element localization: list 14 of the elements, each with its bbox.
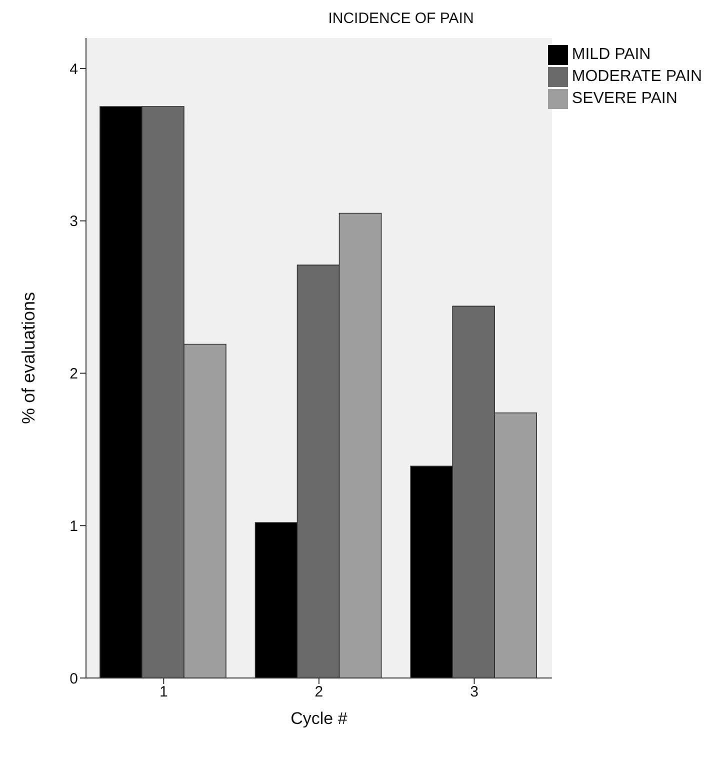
x-tick-label: 1 [159,684,168,701]
y-tick-label: 4 [70,60,78,78]
y-axis-title: % of evaluations [18,292,38,424]
legend-label: MODERATE PAIN [572,68,702,85]
y-tick-label: 3 [70,213,78,230]
x-tick-label: 2 [314,684,324,701]
y-tick-label: 1 [70,518,78,535]
legend-label: MILD PAIN [572,46,651,63]
legend-label: SEVERE PAIN [572,90,678,107]
y-tick-label: 0 [70,670,78,688]
y-tick-label: 2 [70,366,78,383]
x-tick-label: 3 [470,684,478,701]
x-axis-title: Cycle # [290,709,348,728]
chart-title: INCIDENCE OF PAIN [327,10,475,27]
